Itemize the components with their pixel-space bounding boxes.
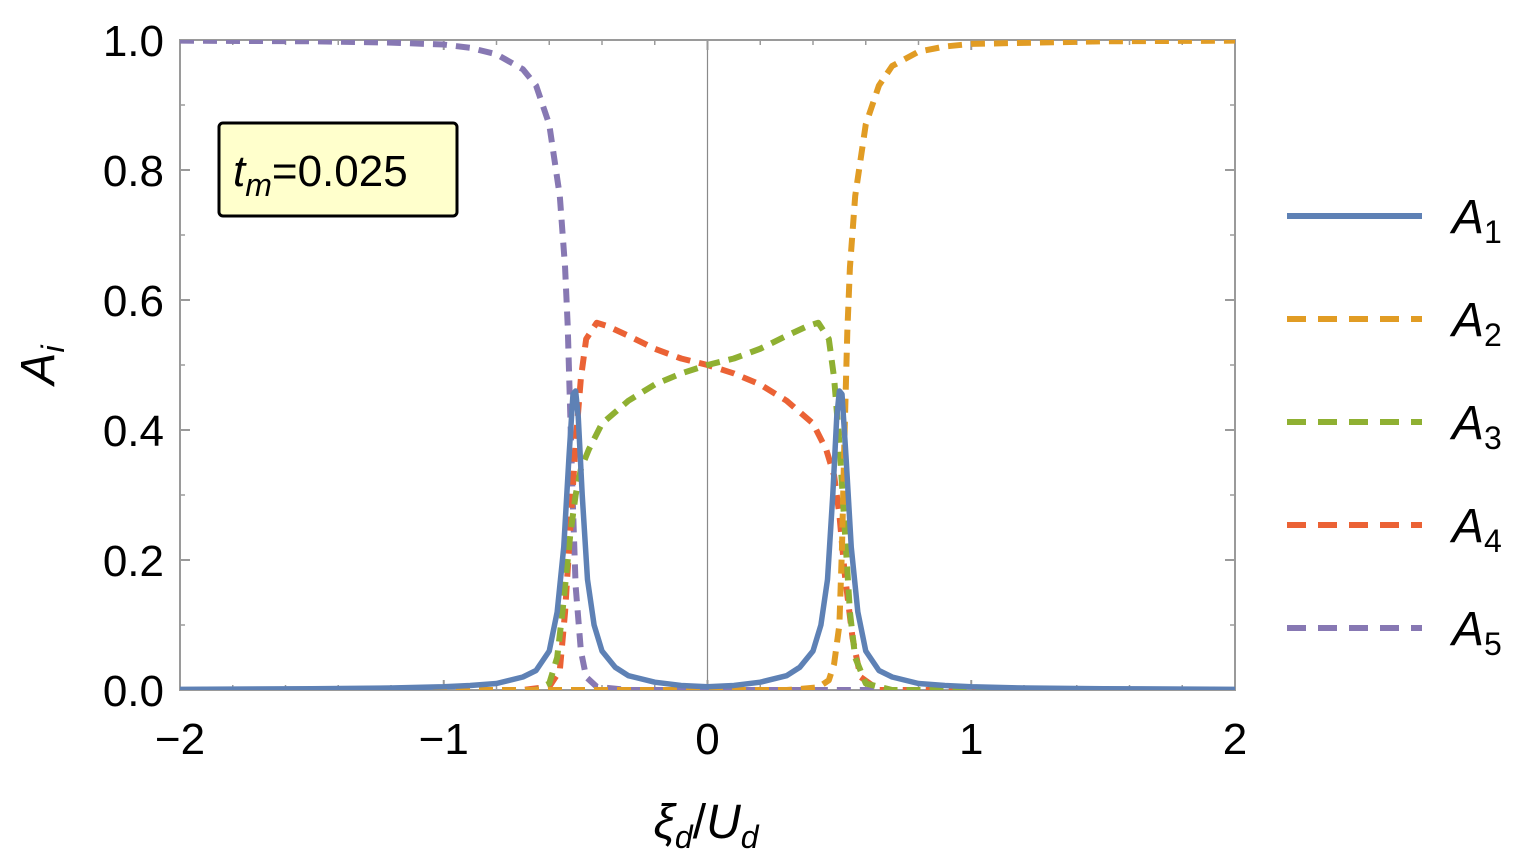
legend-label-main: A	[1449, 294, 1484, 347]
legend-label-main: A	[1449, 191, 1484, 244]
legend-label-sub: 1	[1484, 214, 1502, 250]
x-tick-label: 0	[695, 715, 719, 764]
legend-label-sub: 3	[1484, 420, 1502, 456]
legend-label-main: A	[1449, 397, 1484, 450]
x-tick-label: 1	[959, 715, 983, 764]
x-axis-title-main2: U	[706, 796, 741, 849]
annotation-value: =0.025	[272, 147, 408, 196]
x-axis-title-main1: ξ	[653, 796, 677, 849]
annotation-subscript: m	[245, 167, 272, 203]
legend-label-a3: A3	[1449, 397, 1502, 456]
legend-label-main: A	[1449, 500, 1484, 553]
x-axis-title-slash: /	[693, 796, 707, 849]
y-tick-label: 1.0	[103, 17, 164, 66]
data-series	[180, 40, 1235, 690]
series-line-a4	[180, 319, 1235, 690]
annotation-symbol: t	[233, 147, 247, 196]
legend-label-sub: 5	[1484, 626, 1502, 662]
y-tick-label: 0.0	[103, 667, 164, 716]
x-axis-title: ξd/Ud	[653, 796, 759, 855]
legend-label-sub: 4	[1484, 523, 1502, 559]
series-line-a1	[180, 388, 1235, 690]
legend-label-main: A	[1449, 603, 1484, 656]
y-axis-title-main: A	[12, 353, 65, 388]
legend-label-a4: A4	[1449, 500, 1502, 559]
series-line-a3	[180, 319, 1235, 690]
tick-labels: −2 −1 0 1 2 0.0 0.2 0.4 0.6 0.8 1.0	[103, 17, 1247, 764]
x-axis-title-sub1: d	[675, 819, 694, 855]
x-tick-label: 2	[1223, 715, 1247, 764]
y-axis-title-sub: i	[35, 345, 71, 353]
y-tick-label: 0.2	[103, 537, 164, 586]
y-axis-title: Ai	[12, 345, 71, 388]
legend-label-sub: 2	[1484, 317, 1502, 353]
y-tick-label: 0.6	[103, 277, 164, 326]
legend-label-a5: A5	[1449, 603, 1502, 662]
y-tick-label: 0.8	[103, 147, 164, 196]
y-tick-label: 0.4	[103, 407, 164, 456]
legend-label-a2: A2	[1449, 294, 1502, 353]
series-line-a2	[180, 40, 1235, 690]
x-axis-title-sub2: d	[741, 819, 760, 855]
parameter-annotation: tm=0.025	[217, 121, 459, 218]
svg-text:tm=0.025: tm=0.025	[233, 147, 408, 203]
x-tick-label: −1	[419, 715, 469, 764]
annotation-box	[217, 121, 459, 218]
series-line-a5	[180, 40, 1235, 690]
x-tick-label: −2	[155, 715, 205, 764]
legend-label-a1: A1	[1449, 191, 1502, 250]
